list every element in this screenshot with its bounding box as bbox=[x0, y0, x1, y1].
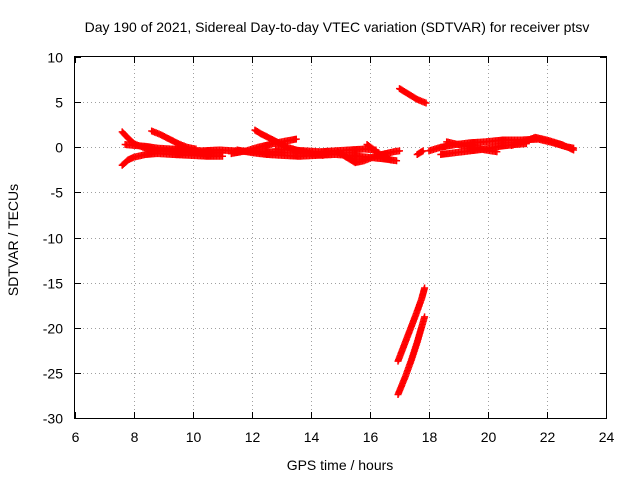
data-point bbox=[419, 147, 427, 155]
data-point bbox=[396, 147, 403, 155]
series-track-r bbox=[508, 133, 578, 154]
series-track-n bbox=[394, 313, 429, 399]
x-tick-label: 14 bbox=[304, 429, 320, 445]
y-tick-label: 0 bbox=[55, 140, 63, 156]
data-point bbox=[387, 156, 395, 164]
ticks: 6 8 10 12 14 16 18 20 22 24 -30 -25 -20 -15 -10 -5 0 5 10 bbox=[43, 50, 615, 446]
chart-title: Day 190 of 2021, Sidereal Day-to-day VTE… bbox=[85, 19, 590, 35]
x-tick-label: 16 bbox=[363, 429, 379, 445]
y-tick-label: 10 bbox=[47, 50, 63, 66]
data-point bbox=[421, 313, 429, 321]
y-tick-label: -15 bbox=[43, 276, 63, 292]
data-point bbox=[570, 146, 578, 154]
y-tick-label: -5 bbox=[51, 185, 64, 201]
y-axis-label: SDTVAR / TECUs bbox=[5, 184, 21, 296]
data-point bbox=[292, 135, 300, 143]
y-tick-label: -25 bbox=[43, 366, 63, 382]
x-tick-label: 20 bbox=[481, 429, 497, 445]
data-point bbox=[421, 284, 429, 292]
x-tick-label: 18 bbox=[422, 429, 438, 445]
series-track-d bbox=[148, 127, 200, 153]
x-tick-label: 8 bbox=[131, 429, 139, 445]
data-point bbox=[422, 99, 430, 107]
series-track-j bbox=[363, 141, 395, 164]
x-tick-label: 6 bbox=[72, 429, 80, 445]
series-track-h bbox=[272, 145, 380, 156]
data-point bbox=[192, 145, 200, 153]
series-track-l bbox=[413, 147, 427, 158]
data-point bbox=[219, 152, 226, 160]
data-points bbox=[118, 85, 578, 399]
x-axis-label: GPS time / hours bbox=[287, 457, 394, 473]
series-track-k bbox=[396, 85, 430, 107]
data-point bbox=[393, 157, 401, 165]
data-point bbox=[493, 148, 501, 156]
x-tick-label: 12 bbox=[245, 429, 261, 445]
series-track-m bbox=[394, 284, 429, 365]
y-tick-label: -20 bbox=[43, 321, 63, 337]
x-tick-label: 22 bbox=[540, 429, 556, 445]
series-track-q bbox=[443, 138, 501, 156]
y-tick-label: -30 bbox=[43, 411, 63, 427]
y-tick-label: -10 bbox=[43, 231, 63, 247]
y-tick-label: 5 bbox=[55, 95, 63, 111]
plot-frame bbox=[74, 56, 607, 419]
x-tick-label: 24 bbox=[599, 429, 615, 445]
x-tick-label: 10 bbox=[186, 429, 202, 445]
series-track-b bbox=[118, 150, 226, 169]
